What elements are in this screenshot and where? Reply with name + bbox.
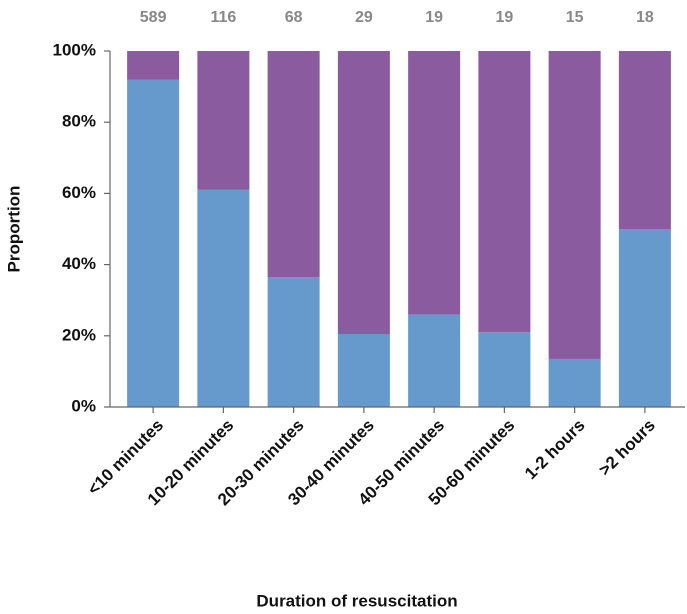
y-tick-label: 0% (71, 396, 96, 415)
bar-segment (197, 189, 250, 407)
bar-segment (548, 51, 601, 359)
bar-segment (127, 79, 180, 407)
y-axis-title: Proportion (4, 186, 23, 273)
count-label: 19 (495, 9, 513, 26)
count-label: 589 (140, 9, 167, 26)
bar-segment (267, 51, 320, 278)
y-tick-label: 60% (62, 183, 96, 202)
count-label: 116 (210, 9, 236, 26)
bar-segment (408, 51, 461, 315)
count-label: 15 (566, 9, 584, 26)
bar-segment (618, 229, 671, 407)
x-axis-title: Duration of resuscitation (256, 591, 457, 610)
bar-segment (548, 358, 601, 407)
y-tick-label: 100% (53, 40, 96, 59)
count-label: 68 (285, 9, 303, 26)
bar-segment (478, 51, 531, 333)
count-label: 18 (636, 9, 654, 26)
bar-segment (408, 314, 461, 407)
y-tick-label: 40% (62, 254, 96, 273)
bar-segment (267, 277, 320, 407)
count-label: 19 (425, 9, 443, 26)
y-tick-label: 20% (62, 325, 96, 344)
bar-segment (197, 51, 250, 190)
x-tick-label: 1-2 hours (521, 416, 589, 484)
bar-segment (337, 334, 390, 407)
x-tick-label: >2 hours (595, 416, 659, 480)
bar-segment (478, 332, 531, 407)
count-label: 29 (355, 9, 373, 26)
bar-segment (337, 51, 390, 335)
bar-segment (618, 51, 671, 229)
y-tick-label: 80% (62, 112, 96, 131)
bar-segment (127, 51, 180, 80)
